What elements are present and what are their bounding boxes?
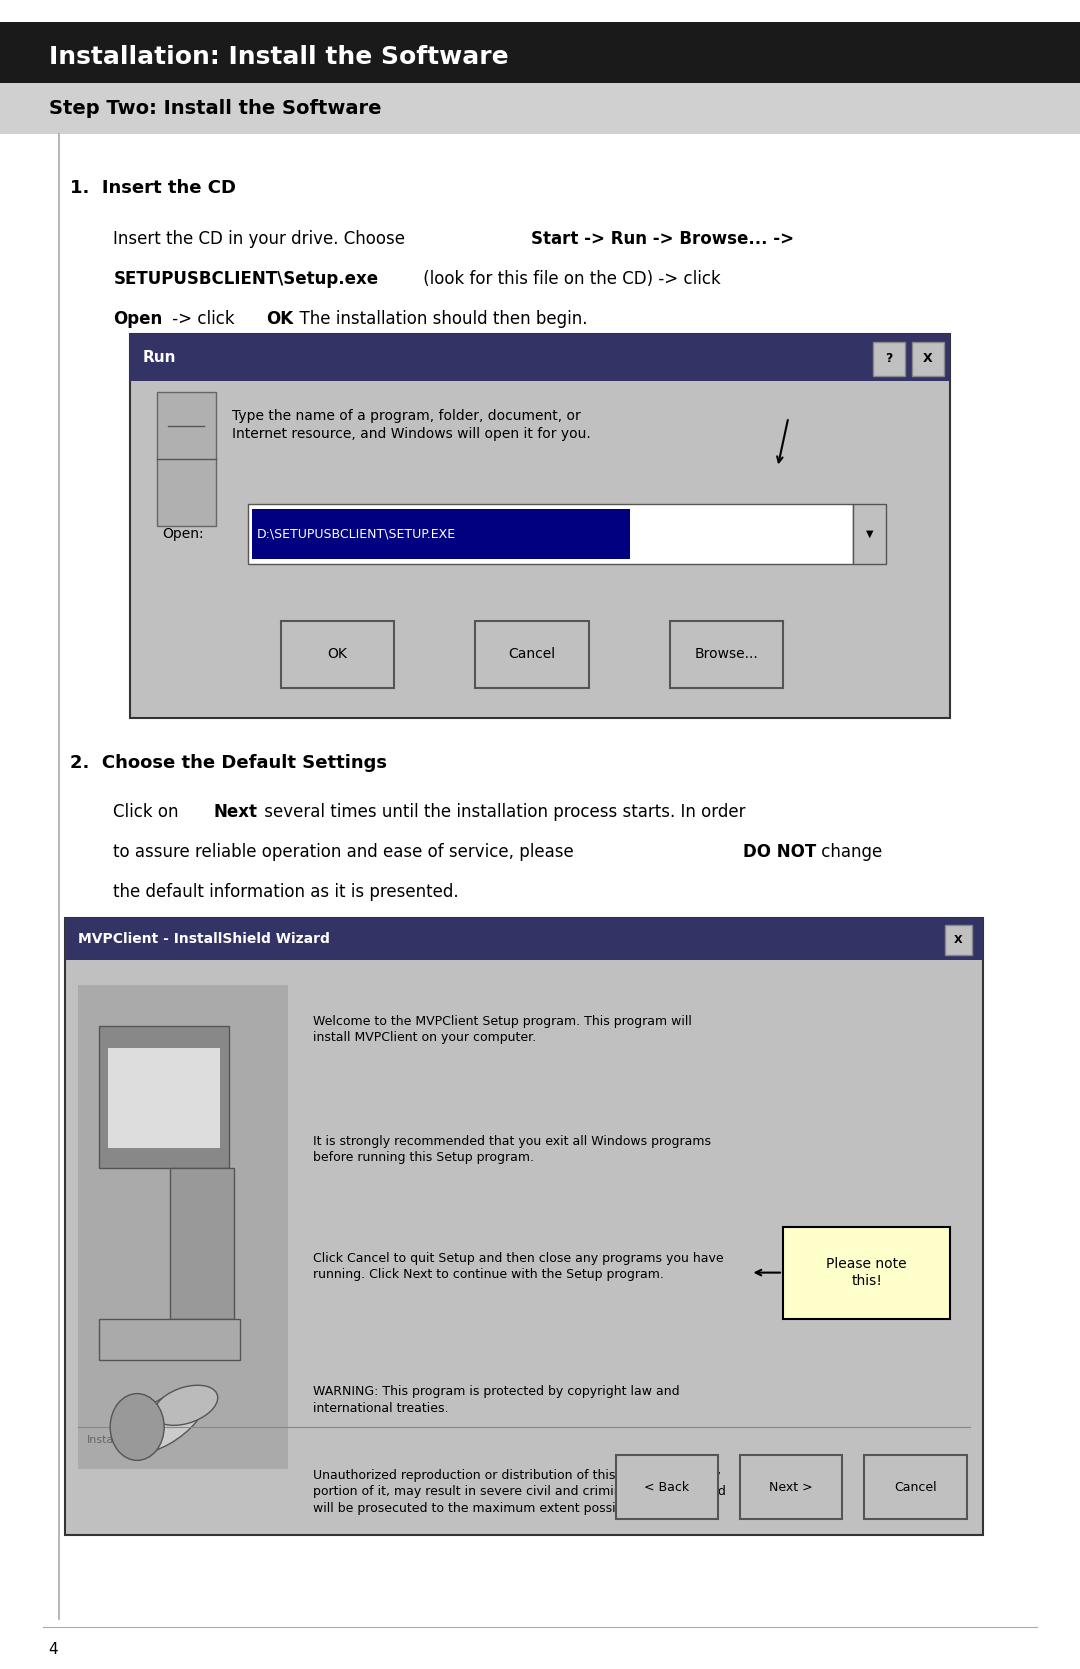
Text: ?: ?	[886, 352, 892, 366]
Ellipse shape	[153, 1385, 218, 1425]
Text: 1.  Insert the CD: 1. Insert the CD	[70, 179, 237, 197]
Text: OK: OK	[327, 648, 348, 661]
Text: Open:: Open:	[162, 527, 204, 541]
Text: to assure reliable operation and ease of service, please: to assure reliable operation and ease of…	[113, 843, 579, 861]
Text: ▼: ▼	[866, 529, 873, 539]
FancyBboxPatch shape	[740, 1455, 842, 1519]
Text: Next >: Next >	[769, 1480, 813, 1494]
Text: -> click: -> click	[167, 310, 240, 329]
FancyBboxPatch shape	[864, 1455, 967, 1519]
Text: . The installation should then begin.: . The installation should then begin.	[289, 310, 588, 329]
Text: OK: OK	[266, 310, 293, 329]
Text: Click on: Click on	[113, 803, 185, 821]
FancyBboxPatch shape	[281, 621, 394, 688]
Text: InstallShield: InstallShield	[86, 1435, 154, 1445]
FancyBboxPatch shape	[670, 621, 783, 688]
Text: Insert the CD in your drive. Choose: Insert the CD in your drive. Choose	[113, 230, 410, 249]
Text: Start -> Run -> Browse... ->: Start -> Run -> Browse... ->	[531, 230, 795, 249]
Text: Click Cancel to quit Setup and then close any programs you have
running. Click N: Click Cancel to quit Setup and then clos…	[313, 1252, 724, 1282]
FancyBboxPatch shape	[78, 985, 288, 1469]
Text: Open: Open	[113, 310, 163, 329]
Text: Installation: Install the Software: Installation: Install the Software	[49, 45, 509, 68]
FancyBboxPatch shape	[945, 925, 972, 955]
Text: Cancel: Cancel	[894, 1480, 936, 1494]
Text: 4: 4	[49, 1642, 58, 1657]
Text: Unauthorized reproduction or distribution of this program, or any
portion of it,: Unauthorized reproduction or distributio…	[313, 1469, 726, 1515]
Text: SETUPUSBCLIENT\Setup.exe: SETUPUSBCLIENT\Setup.exe	[113, 270, 378, 289]
Text: D:\SETUPUSBCLIENT\SETUP.EXE: D:\SETUPUSBCLIENT\SETUP.EXE	[257, 527, 456, 541]
Text: 2.  Choose the Default Settings: 2. Choose the Default Settings	[70, 754, 388, 773]
Text: Run: Run	[143, 350, 176, 364]
Text: It is strongly recommended that you exit all Windows programs
before running thi: It is strongly recommended that you exit…	[313, 1135, 712, 1165]
Text: X: X	[923, 352, 932, 366]
FancyBboxPatch shape	[475, 621, 589, 688]
Text: Type the name of a program, folder, document, or
Internet resource, and Windows : Type the name of a program, folder, docu…	[232, 409, 591, 441]
FancyBboxPatch shape	[130, 334, 950, 718]
FancyBboxPatch shape	[108, 1048, 220, 1148]
Text: MVPClient - InstallShield Wizard: MVPClient - InstallShield Wizard	[78, 931, 329, 946]
FancyBboxPatch shape	[873, 342, 905, 376]
FancyBboxPatch shape	[616, 1455, 718, 1519]
Text: (look for this file on the CD) -> click: (look for this file on the CD) -> click	[418, 270, 720, 289]
FancyBboxPatch shape	[65, 918, 983, 1535]
FancyBboxPatch shape	[912, 342, 944, 376]
FancyBboxPatch shape	[252, 509, 630, 559]
Text: X: X	[955, 935, 962, 945]
FancyBboxPatch shape	[130, 334, 950, 381]
Text: Cancel: Cancel	[509, 648, 555, 661]
FancyBboxPatch shape	[248, 504, 853, 564]
Text: Browse...: Browse...	[694, 648, 758, 661]
FancyBboxPatch shape	[157, 392, 216, 526]
Text: < Back: < Back	[645, 1480, 689, 1494]
FancyBboxPatch shape	[0, 83, 1080, 134]
Text: WARNING: This program is protected by copyright law and
international treaties.: WARNING: This program is protected by co…	[313, 1385, 679, 1415]
FancyBboxPatch shape	[0, 22, 1080, 92]
Text: Welcome to the MVPClient Setup program. This program will
install MVPClient on y: Welcome to the MVPClient Setup program. …	[313, 1015, 692, 1045]
FancyBboxPatch shape	[783, 1227, 950, 1319]
FancyBboxPatch shape	[99, 1026, 229, 1168]
FancyBboxPatch shape	[99, 1319, 240, 1360]
FancyBboxPatch shape	[65, 918, 983, 960]
Text: DO NOT: DO NOT	[743, 843, 816, 861]
FancyBboxPatch shape	[170, 1168, 234, 1319]
Ellipse shape	[123, 1390, 205, 1454]
Text: Next: Next	[214, 803, 258, 821]
Text: the default information as it is presented.: the default information as it is present…	[113, 883, 459, 901]
Ellipse shape	[110, 1394, 164, 1460]
Text: several times until the installation process starts. In order: several times until the installation pro…	[259, 803, 745, 821]
Text: change: change	[816, 843, 882, 861]
Text: Step Two: Install the Software: Step Two: Install the Software	[49, 98, 381, 118]
Text: Please note
this!: Please note this!	[826, 1257, 907, 1288]
FancyBboxPatch shape	[853, 504, 886, 564]
